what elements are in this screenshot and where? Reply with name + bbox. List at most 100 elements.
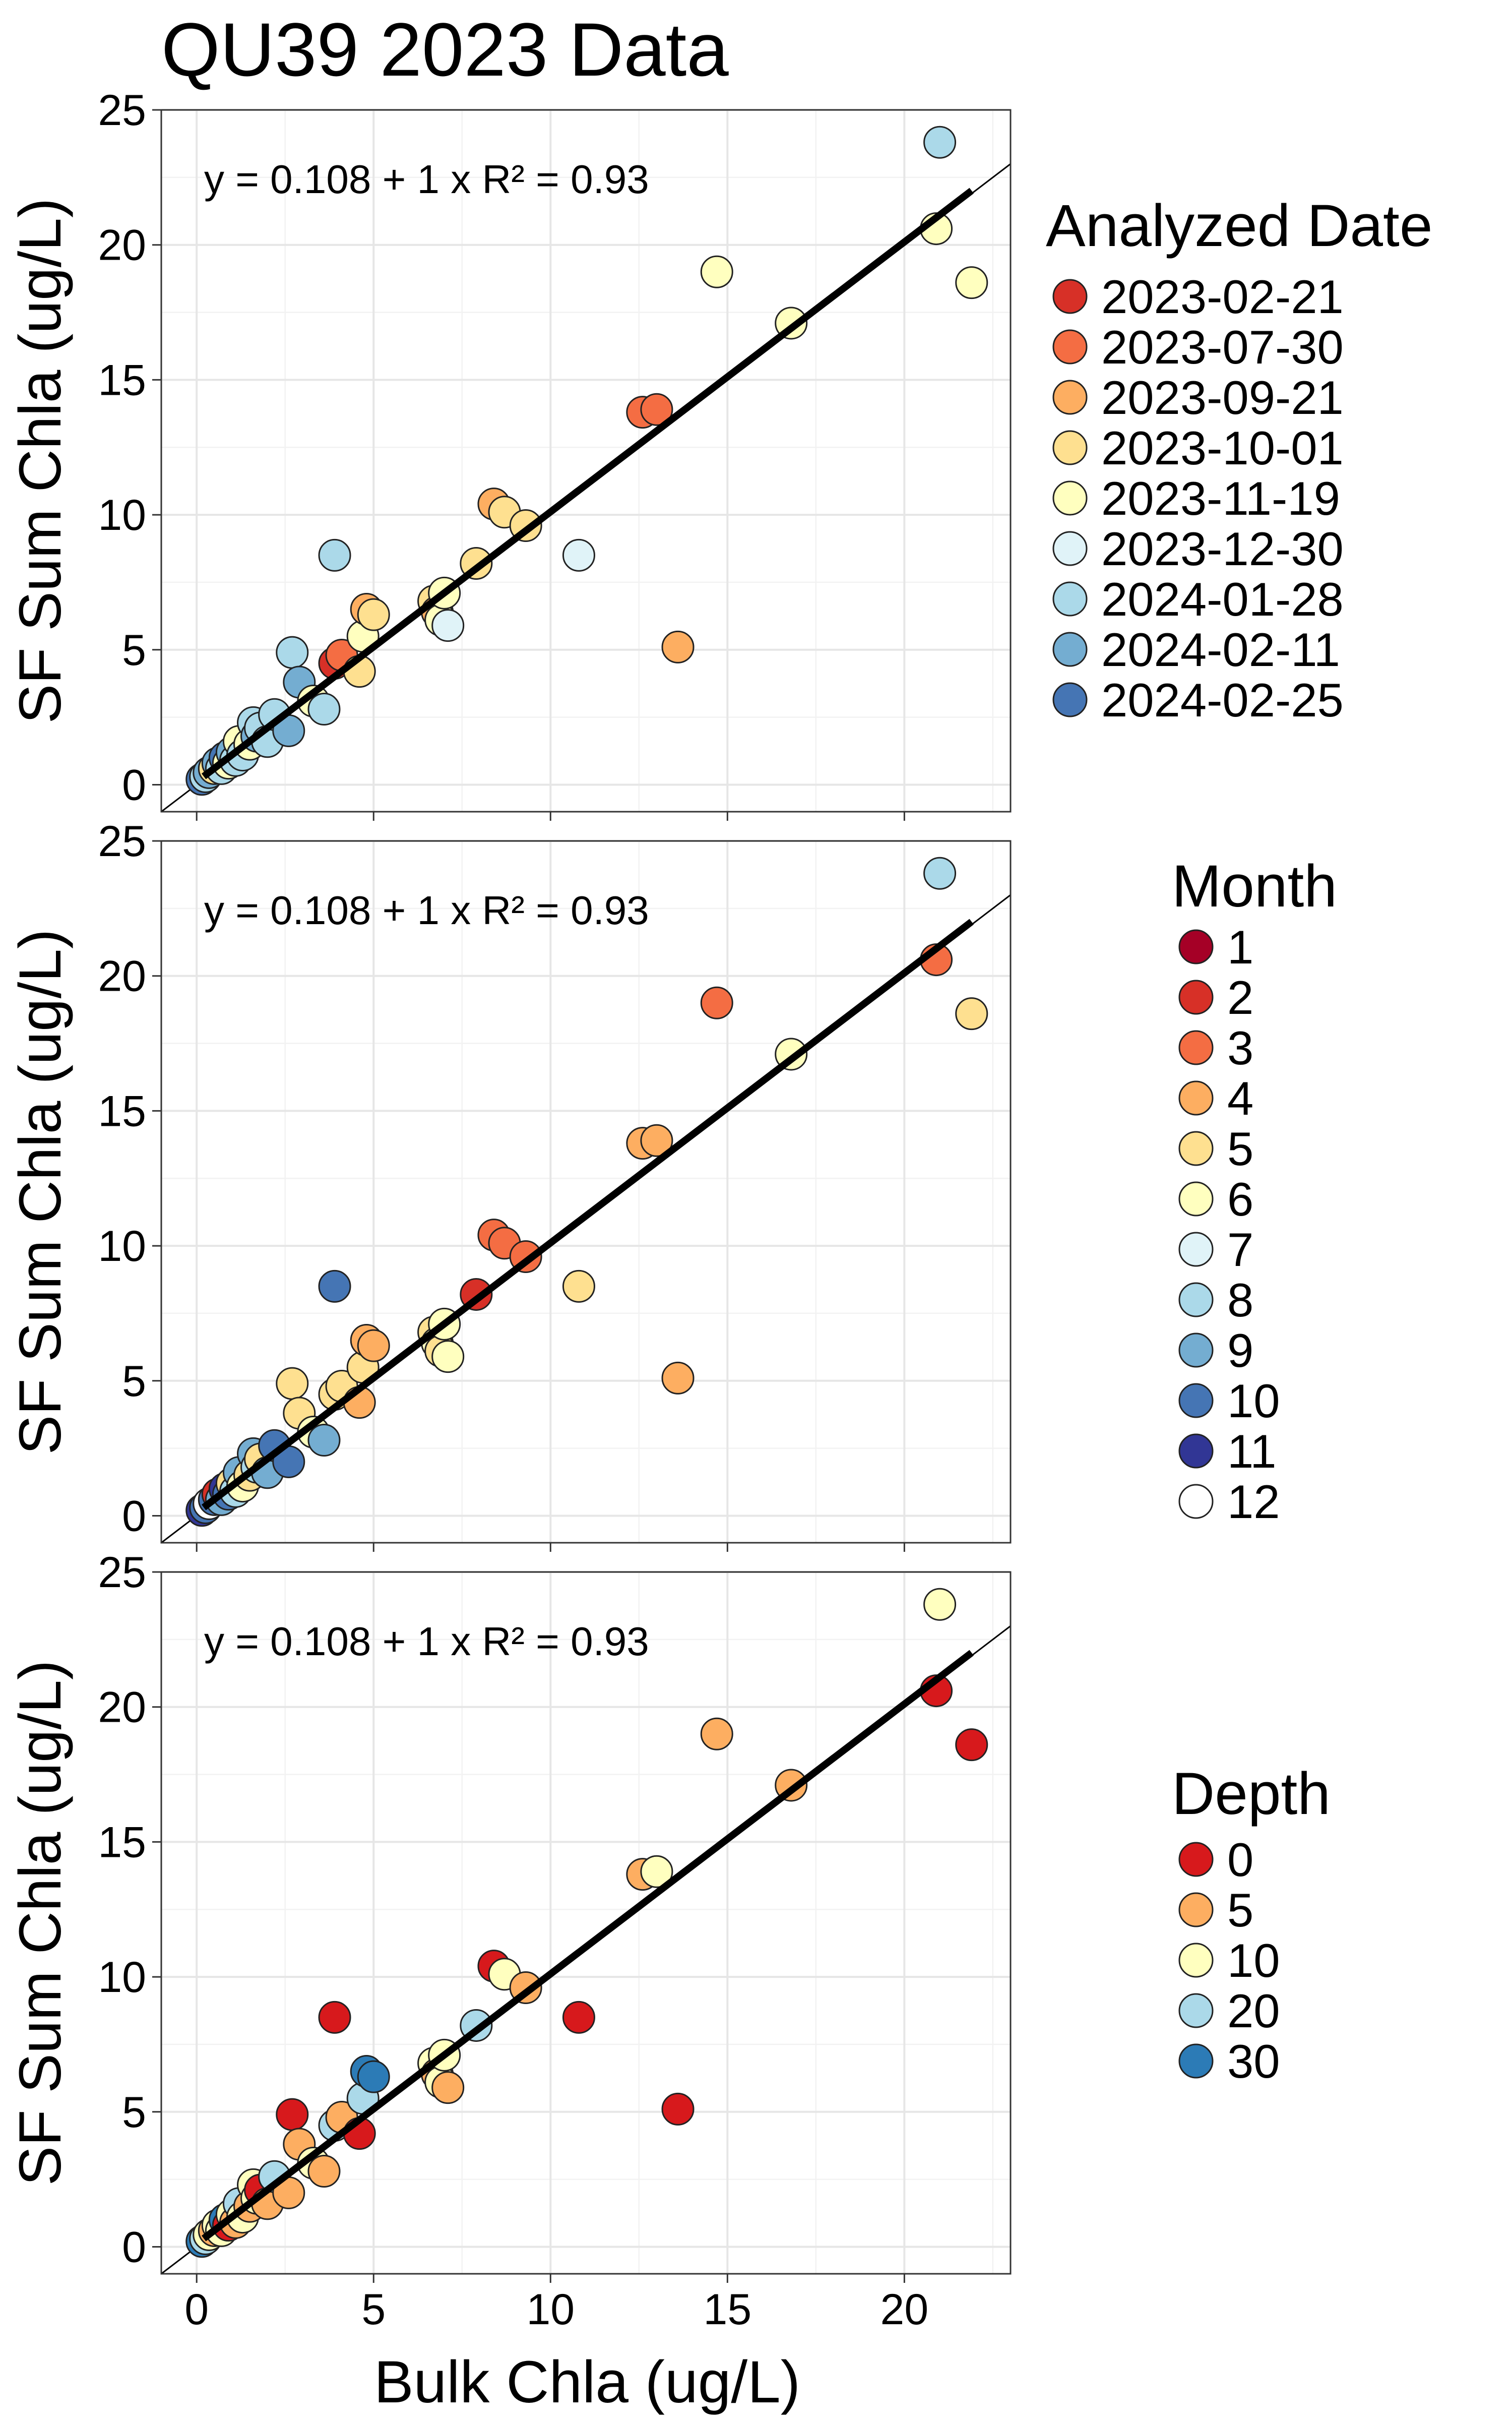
data-point bbox=[562, 538, 595, 572]
data-point bbox=[640, 393, 673, 426]
data-point bbox=[357, 598, 390, 631]
legend-swatch bbox=[1178, 1993, 1214, 2028]
fit-line bbox=[202, 188, 974, 779]
legend-label: 7 bbox=[1227, 1223, 1253, 1276]
legend-label: 2023-09-21 bbox=[1101, 371, 1344, 424]
legend-swatch bbox=[1178, 980, 1214, 1015]
legend-swatch bbox=[1052, 430, 1088, 465]
panel-border bbox=[160, 109, 1012, 813]
plot-area bbox=[161, 1588, 1011, 2274]
y-tick-label: 5 bbox=[122, 626, 146, 675]
y-tick-label: 20 bbox=[98, 1683, 146, 1732]
y-tick-label: 25 bbox=[98, 1548, 146, 1597]
y-tick-label: 10 bbox=[98, 1222, 146, 1270]
legend-label: 1 bbox=[1227, 921, 1253, 974]
legend-swatch bbox=[1052, 581, 1088, 617]
y-tick-label: 15 bbox=[98, 1818, 146, 1866]
data-point bbox=[700, 255, 733, 288]
legend-swatch bbox=[1178, 929, 1214, 964]
data-point bbox=[357, 2060, 390, 2093]
y-axis-label: SF Sum Chla (ug/L) bbox=[7, 1660, 74, 2186]
legend-swatch bbox=[1052, 682, 1088, 717]
legend-label: 2024-02-25 bbox=[1101, 674, 1344, 727]
legend-label: 12 bbox=[1227, 1475, 1280, 1528]
legend-swatch bbox=[1052, 329, 1088, 365]
legend-label: 3 bbox=[1227, 1021, 1253, 1074]
panel-border bbox=[160, 1571, 1012, 2275]
legend-label: 11 bbox=[1227, 1425, 1277, 1478]
legend-swatch bbox=[1178, 1383, 1214, 1418]
legend-swatch bbox=[1178, 1282, 1214, 1317]
legend-swatch bbox=[1178, 2043, 1214, 2079]
legend-label: 2023-02-21 bbox=[1101, 270, 1344, 323]
data-point bbox=[700, 986, 733, 1019]
data-point bbox=[955, 266, 988, 299]
data-point bbox=[276, 2098, 309, 2131]
y-tick-label: 25 bbox=[98, 86, 146, 135]
x-tick-label: 0 bbox=[184, 2285, 209, 2334]
panel-2: 0 5 10 15 20 25 y = 0.108 + 1 x R² = 0.93 SF Su… bbox=[7, 817, 1012, 1552]
regression-equation: y = 0.108 + 1 x R² = 0.93 bbox=[204, 1619, 649, 1664]
legend-swatch bbox=[1178, 1433, 1214, 1469]
legend-title: Analyzed Date bbox=[1046, 193, 1432, 259]
y-tick-label: 5 bbox=[122, 1357, 146, 1406]
legend-swatch bbox=[1178, 1030, 1214, 1065]
data-point bbox=[923, 1588, 957, 1621]
legend-swatch bbox=[1052, 632, 1088, 667]
legend-label: 4 bbox=[1227, 1072, 1253, 1125]
y-tick-label: 10 bbox=[98, 491, 146, 539]
x-axis-label: Bulk Chla (ug/L) bbox=[374, 2349, 800, 2415]
x-tick-label: 15 bbox=[703, 2285, 751, 2334]
panel-border bbox=[160, 840, 1012, 1544]
data-point bbox=[923, 126, 957, 159]
data-point bbox=[661, 2092, 695, 2126]
regression-equation: y = 0.108 + 1 x R² = 0.93 bbox=[204, 157, 649, 202]
fit-line bbox=[202, 1650, 974, 2242]
legend-label: 2023-11-19 bbox=[1101, 472, 1340, 525]
data-point bbox=[955, 1728, 988, 1762]
y-tick-label: 15 bbox=[98, 1087, 146, 1135]
y-tick-label: 0 bbox=[122, 2223, 146, 2271]
data-point bbox=[307, 1424, 341, 1457]
legend-label: 2023-12-30 bbox=[1101, 522, 1344, 575]
x-tick-label: 10 bbox=[526, 2285, 575, 2334]
legend-label: 30 bbox=[1227, 2035, 1280, 2088]
data-point bbox=[661, 1361, 695, 1395]
data-point bbox=[431, 609, 465, 642]
data-point bbox=[431, 2071, 465, 2104]
legend-swatch bbox=[1052, 279, 1088, 314]
legend-label: 5 bbox=[1227, 1884, 1253, 1937]
data-point bbox=[562, 1269, 595, 1303]
y-tick-label: 25 bbox=[98, 817, 146, 866]
data-point bbox=[318, 2001, 351, 2034]
y-tick-label: 15 bbox=[98, 356, 146, 404]
legend-swatch bbox=[1052, 531, 1088, 566]
data-point bbox=[276, 636, 309, 669]
legend-label: 6 bbox=[1227, 1173, 1253, 1226]
legend-label: 10 bbox=[1227, 1374, 1280, 1427]
data-point bbox=[640, 1124, 673, 1157]
legend-label: 5 bbox=[1227, 1122, 1253, 1175]
x-tick-label: 5 bbox=[361, 2285, 386, 2334]
data-point bbox=[431, 1340, 465, 1373]
legend-swatch bbox=[1178, 1484, 1214, 1519]
legend-label: 2 bbox=[1227, 971, 1253, 1024]
data-point bbox=[700, 1717, 733, 1750]
y-tick-label: 10 bbox=[98, 1953, 146, 2002]
legend-swatch bbox=[1052, 480, 1088, 516]
legend-swatch bbox=[1052, 380, 1088, 415]
data-point bbox=[307, 2155, 341, 2188]
chart-title: QU39 2023 Data bbox=[161, 7, 729, 92]
legend-swatch bbox=[1178, 1333, 1214, 1368]
plot-area bbox=[161, 126, 1011, 812]
regression-equation: y = 0.108 + 1 x R² = 0.93 bbox=[204, 888, 649, 933]
panel-3: 0 5 10 15 20 25 0 5 10 15 20 y = 0.108 + 1 x R² = 0… bbox=[7, 1548, 1012, 2334]
legend-title: Depth bbox=[1172, 1761, 1331, 1827]
legend-label: 2024-02-11 bbox=[1101, 623, 1340, 676]
plot-area bbox=[161, 857, 1011, 1543]
x-tick-label: 20 bbox=[880, 2285, 929, 2334]
legend-label: 2024-01-28 bbox=[1101, 573, 1344, 626]
